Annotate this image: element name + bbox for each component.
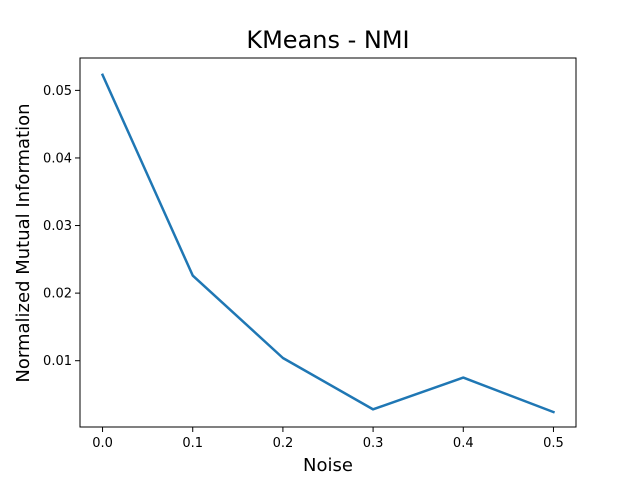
x-tick-label: 0.3	[363, 436, 384, 451]
y-tick-label: 0.04	[43, 151, 72, 166]
ticks: 0.0 0.1 0.2 0.3 0.4 0.5 0.01 0.02 0.03 0.04 0.05	[43, 84, 564, 451]
x-tick-label: 0.5	[543, 436, 564, 451]
series-group	[100, 73, 556, 414]
y-tick-label: 0.05	[43, 84, 72, 99]
y-tick-label: 0.02	[43, 287, 72, 302]
series-line	[100, 73, 556, 414]
x-tick-label: 0.0	[92, 436, 113, 451]
y-tick-label: 0.03	[43, 219, 72, 234]
x-tick-label: 0.4	[453, 436, 474, 451]
x-tick-label: 0.1	[182, 436, 203, 451]
x-axis-label: Noise	[303, 455, 353, 476]
y-tick-label: 0.01	[43, 354, 72, 369]
plot-frame	[79, 57, 577, 428]
y-axis-label: Normalized Mutual Information	[13, 103, 34, 382]
x-tick-label: 0.2	[273, 436, 294, 451]
chart-title: KMeans - NMI	[246, 26, 409, 54]
